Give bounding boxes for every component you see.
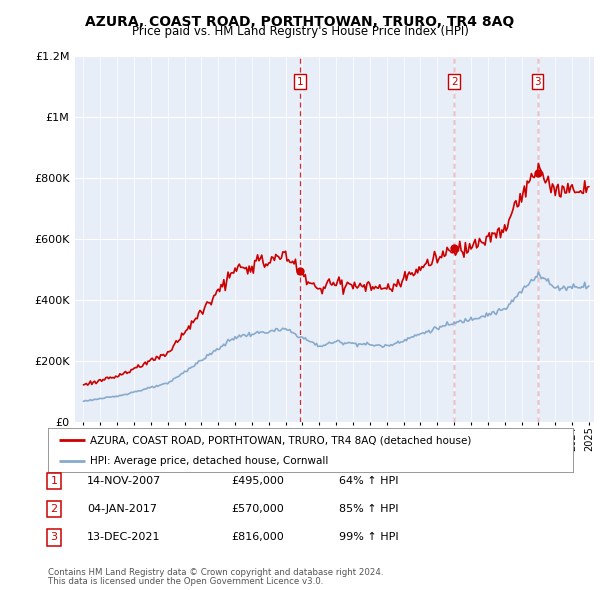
Text: 99% ↑ HPI: 99% ↑ HPI [339, 533, 398, 542]
Text: 13-DEC-2021: 13-DEC-2021 [87, 533, 161, 542]
Text: This data is licensed under the Open Government Licence v3.0.: This data is licensed under the Open Gov… [48, 578, 323, 586]
Text: AZURA, COAST ROAD, PORTHTOWAN, TRURO, TR4 8AQ (detached house): AZURA, COAST ROAD, PORTHTOWAN, TRURO, TR… [90, 435, 472, 445]
Text: AZURA, COAST ROAD, PORTHTOWAN, TRURO, TR4 8AQ: AZURA, COAST ROAD, PORTHTOWAN, TRURO, TR… [85, 15, 515, 29]
Text: 3: 3 [534, 77, 541, 87]
Text: Price paid vs. HM Land Registry's House Price Index (HPI): Price paid vs. HM Land Registry's House … [131, 25, 469, 38]
Text: 85% ↑ HPI: 85% ↑ HPI [339, 504, 398, 514]
Text: 14-NOV-2007: 14-NOV-2007 [87, 476, 161, 486]
Text: £816,000: £816,000 [231, 533, 284, 542]
Text: 1: 1 [50, 476, 58, 486]
Text: Contains HM Land Registry data © Crown copyright and database right 2024.: Contains HM Land Registry data © Crown c… [48, 568, 383, 577]
Text: HPI: Average price, detached house, Cornwall: HPI: Average price, detached house, Corn… [90, 456, 328, 466]
Text: 2: 2 [50, 504, 58, 514]
Text: 64% ↑ HPI: 64% ↑ HPI [339, 476, 398, 486]
Text: 2: 2 [451, 77, 458, 87]
Text: 3: 3 [50, 533, 58, 542]
Text: 04-JAN-2017: 04-JAN-2017 [87, 504, 157, 514]
Text: £570,000: £570,000 [231, 504, 284, 514]
Text: £495,000: £495,000 [231, 476, 284, 486]
Text: 1: 1 [297, 77, 304, 87]
